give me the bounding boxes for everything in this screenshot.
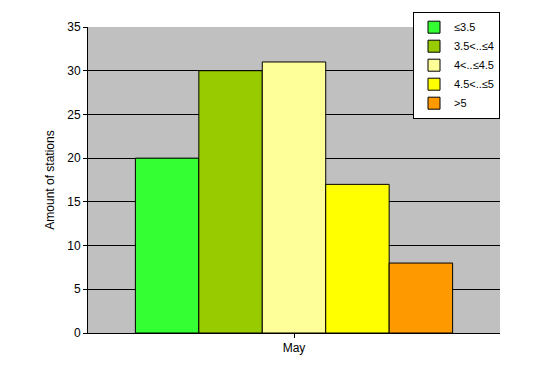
svg-text:4<..≤4.5: 4<..≤4.5 bbox=[454, 59, 494, 71]
svg-text:≤3.5: ≤3.5 bbox=[454, 21, 475, 33]
svg-text:30: 30 bbox=[67, 64, 81, 78]
svg-text:35: 35 bbox=[67, 20, 81, 34]
svg-text:15: 15 bbox=[67, 195, 81, 209]
svg-text:Amount of stations: Amount of stations bbox=[43, 130, 57, 229]
svg-text:10: 10 bbox=[67, 239, 81, 253]
svg-text:3.5<..≤4: 3.5<..≤4 bbox=[454, 40, 494, 52]
svg-text:>5: >5 bbox=[454, 97, 467, 109]
svg-text:0: 0 bbox=[74, 326, 81, 340]
svg-text:20: 20 bbox=[67, 151, 81, 165]
svg-text:May: May bbox=[283, 341, 306, 355]
svg-text:5: 5 bbox=[74, 282, 81, 296]
svg-text:25: 25 bbox=[67, 108, 81, 122]
svg-text:4.5<..≤5: 4.5<..≤5 bbox=[454, 78, 494, 90]
